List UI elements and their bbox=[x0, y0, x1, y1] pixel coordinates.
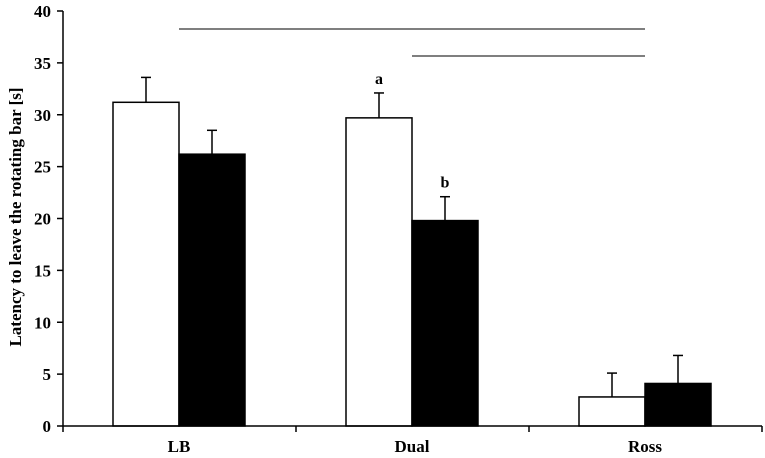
bar-lb-series1 bbox=[112, 101, 180, 427]
y-tick-label: 35 bbox=[34, 54, 51, 73]
annotation-letter-a: a bbox=[375, 71, 383, 88]
bar-ross-series1 bbox=[578, 396, 646, 427]
significance-lines bbox=[179, 28, 645, 57]
bars bbox=[112, 101, 712, 427]
y-tick-label: 30 bbox=[34, 106, 51, 125]
y-tick-label: 25 bbox=[34, 158, 51, 177]
y-axis-ticks: 0 5 10 15 20 25 30 35 40 bbox=[34, 2, 63, 436]
annotation-letters: ab bbox=[375, 71, 450, 192]
x-tick-label-lb: LB bbox=[168, 437, 191, 456]
bar-ross-series2 bbox=[644, 382, 712, 427]
y-tick-label: 0 bbox=[43, 417, 52, 436]
bar-dual-series2 bbox=[411, 219, 479, 427]
x-axis-labels: LB Dual Ross bbox=[168, 437, 663, 456]
y-tick-label: 10 bbox=[34, 313, 51, 332]
error-bars bbox=[141, 76, 683, 397]
y-tick-label: 40 bbox=[34, 2, 51, 21]
x-tick-label-dual: Dual bbox=[395, 437, 430, 456]
y-tick-label: 5 bbox=[43, 365, 52, 384]
x-tick-label-ross: Ross bbox=[628, 437, 662, 456]
y-axis-title: Latency to leave the rotating bar [s] bbox=[6, 87, 25, 346]
y-tick-label: 20 bbox=[34, 210, 51, 229]
bar-lb-series2 bbox=[178, 153, 246, 427]
bar-dual-series1 bbox=[345, 117, 413, 427]
annotation-letter-b: b bbox=[441, 175, 450, 192]
y-tick-label: 15 bbox=[34, 261, 51, 280]
